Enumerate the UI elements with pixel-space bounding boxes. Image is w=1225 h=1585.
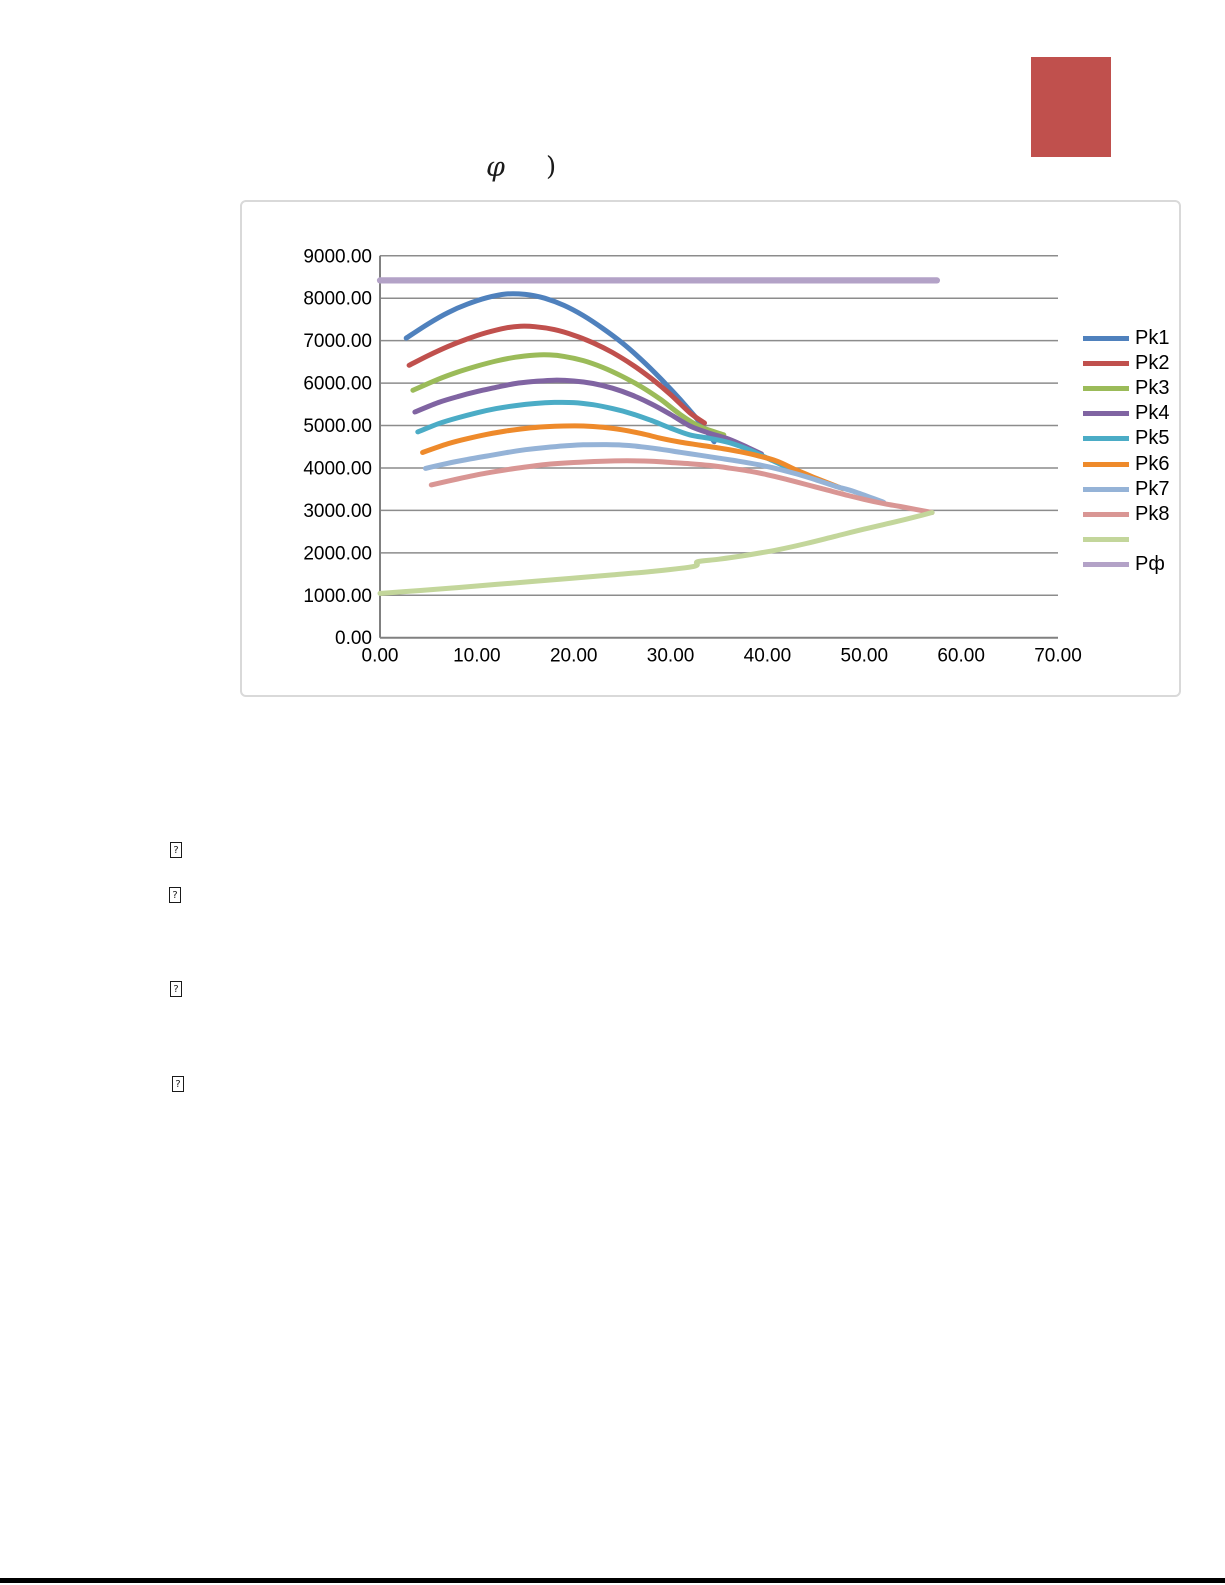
y-tick-label: 9000.00: [303, 246, 372, 267]
chart[interactable]: 0.00 1000.00 2000.00 3000.00 4000.00 5000.00 6…: [240, 200, 1181, 697]
series-line-unlabeled-8: [377, 510, 935, 596]
series-line-Pk6: [420, 423, 846, 492]
caption-closing-paren: ): [546, 152, 557, 182]
x-tick-label: 0.00: [362, 646, 399, 667]
series-line-Pk7: [423, 442, 887, 505]
y-tick-label: 1000.00: [303, 586, 372, 607]
y-tick-label: 5000.00: [303, 416, 372, 437]
series-line-Pk2: [406, 323, 707, 426]
x-tick-label: 60.00: [937, 646, 985, 667]
y-tick-label: 4000.00: [303, 458, 372, 479]
series-line-Pk1: [403, 291, 717, 445]
series-line-Pk8: [428, 458, 935, 515]
y-tick-label: 8000.00: [303, 289, 372, 310]
y-tick-label: 0.00: [335, 628, 372, 649]
missing-glyph-box: ?: [169, 887, 181, 903]
y-tick-label: 3000.00: [303, 501, 372, 522]
series-line-Pk4: [412, 377, 765, 457]
caption-phi-symbol: φ: [486, 152, 505, 183]
missing-glyph-box: ?: [170, 981, 182, 997]
series-line-Pk3: [410, 352, 727, 438]
x-tick-label: 70.00: [1034, 646, 1082, 667]
y-tick-label: 7000.00: [303, 331, 372, 352]
missing-glyph-box: ?: [172, 1076, 184, 1092]
y-tick-label: 6000.00: [303, 374, 372, 395]
x-tick-label: 50.00: [841, 646, 889, 667]
missing-glyph-box: ?: [170, 842, 182, 858]
series-line-Pk5: [415, 399, 801, 475]
bottom-page-rule: [0, 1578, 1225, 1583]
x-tick-label: 20.00: [550, 646, 598, 667]
red-highlight-box: [1031, 57, 1111, 157]
y-tick-label: 2000.00: [303, 543, 372, 564]
x-tick-label: 10.00: [453, 646, 501, 667]
chart-canvas: 0.00 1000.00 2000.00 3000.00 4000.00 5000.00 6…: [303, 246, 1082, 667]
x-tick-label: 30.00: [647, 646, 695, 667]
x-tick-label: 40.00: [744, 646, 792, 667]
